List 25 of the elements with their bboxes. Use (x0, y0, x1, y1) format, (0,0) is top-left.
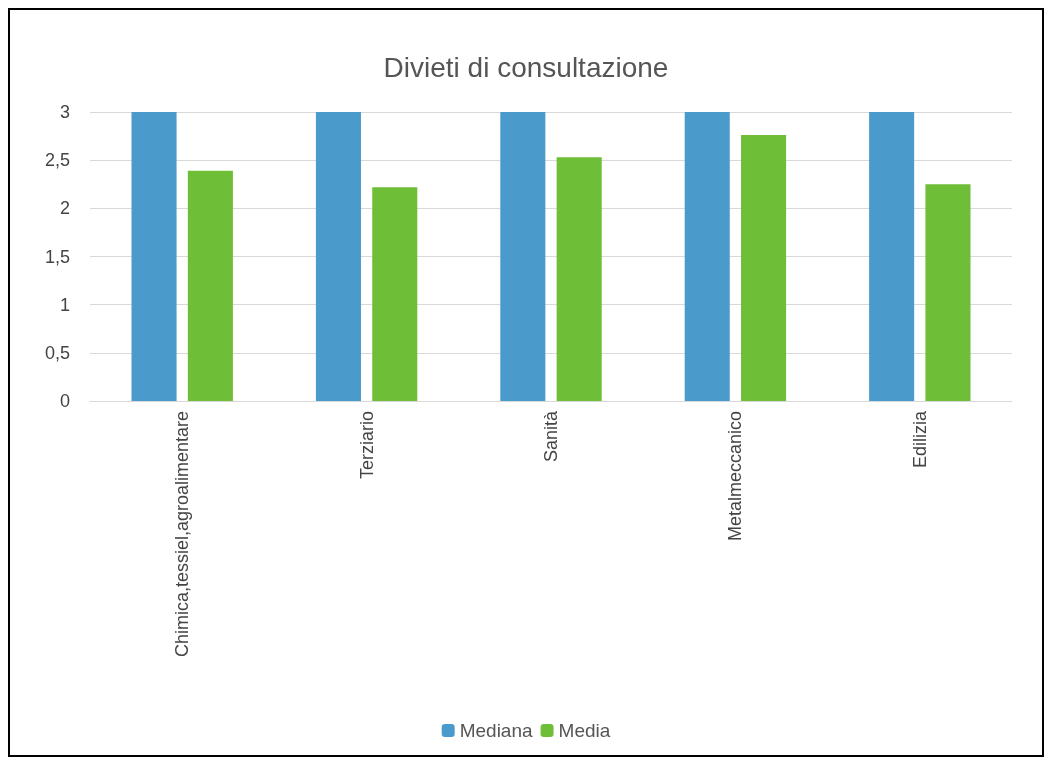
bar (741, 135, 787, 401)
bar (684, 112, 730, 401)
x-tick-label: Terziario (356, 411, 377, 480)
y-tick-label: 3 (59, 102, 70, 122)
bar (372, 187, 418, 401)
legend-label: Mediana (459, 720, 533, 741)
bar (500, 112, 546, 401)
y-tick-label: 0,5 (44, 342, 70, 363)
x-tick-label: Sanità (541, 410, 561, 463)
x-tick-label: Edilizia (909, 410, 930, 469)
bar (556, 157, 602, 401)
y-tick-label: 0 (59, 391, 70, 411)
chart-title: Divieti di consultazione (383, 51, 669, 83)
bar (187, 170, 233, 401)
y-tick-label: 2,5 (44, 150, 70, 171)
y-tick-label: 1 (59, 294, 70, 315)
x-tick-label: Metalmeccanico (725, 411, 746, 542)
y-tick-label: 2 (59, 198, 70, 219)
x-tick-label: Chimica,tessiel,agroalimentare (172, 411, 193, 658)
legend-label: Media (558, 720, 611, 741)
y-tick-label: 1,5 (44, 246, 70, 267)
bar (315, 112, 361, 401)
bar (869, 112, 915, 401)
bar (131, 112, 177, 401)
bar (925, 184, 971, 401)
